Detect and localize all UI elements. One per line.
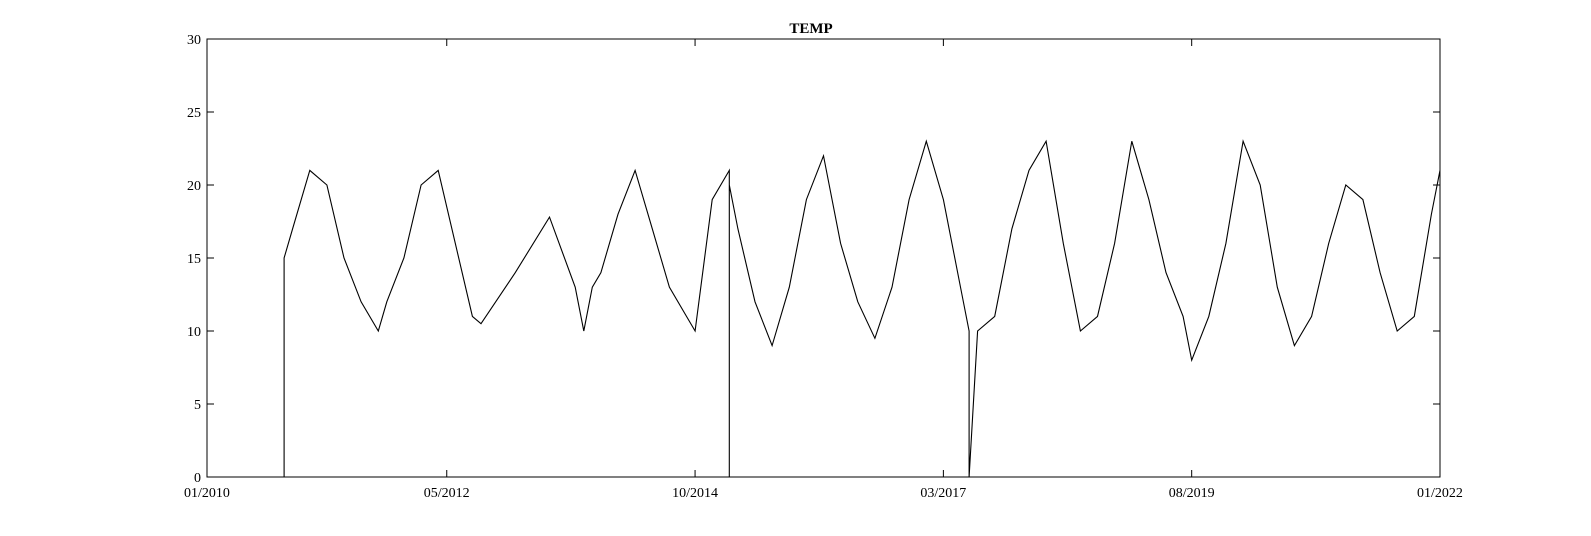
x-tick-label: 05/2012 — [424, 486, 470, 501]
y-tick-label: 25 — [187, 106, 201, 121]
y-tick-label: 10 — [187, 325, 201, 340]
x-tick-label: 01/2010 — [184, 486, 230, 501]
temperature-series-line — [207, 139, 1441, 478]
x-tick-label: 03/2017 — [920, 486, 966, 501]
x-axis: 01/2010 05/2012 10/2014 03/2017 08/2019 01/20… — [184, 39, 1463, 501]
y-tick-label: 5 — [194, 398, 201, 413]
y-tick-label: 30 — [187, 33, 201, 48]
plot-area-frame — [206, 38, 1441, 478]
x-tick-label: 01/2022 — [1417, 486, 1463, 501]
x-tick-label: 10/2014 — [672, 486, 718, 501]
y-axis: 0 5 10 15 20 25 30 — [187, 33, 1440, 486]
x-tick-label: 08/2019 — [1169, 486, 1215, 501]
y-tick-label: 20 — [187, 179, 201, 194]
y-tick-label: 15 — [187, 252, 201, 267]
y-tick-label: 0 — [194, 471, 201, 486]
chart-title: TEMP — [789, 21, 832, 37]
